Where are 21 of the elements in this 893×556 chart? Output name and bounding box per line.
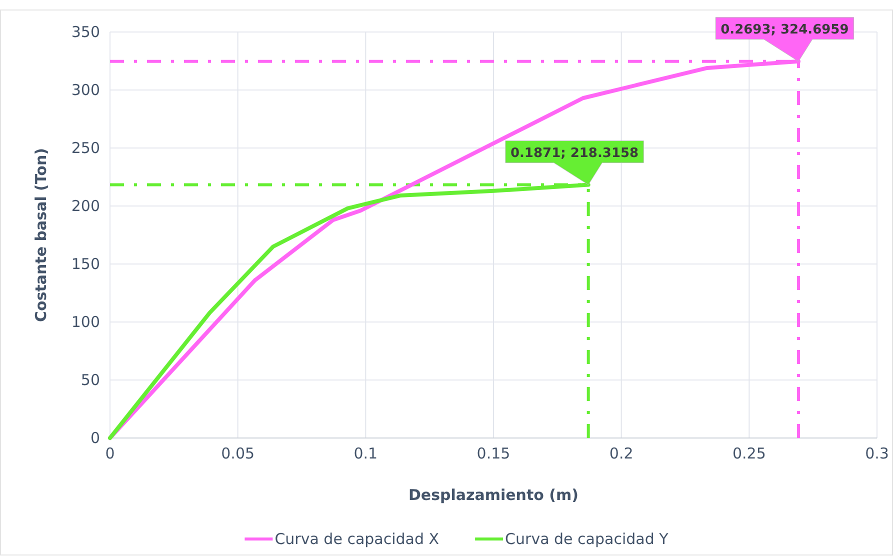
annotation: 0.2693; 324.6959	[720, 22, 849, 38]
annotation: 0.1871; 218.3158	[510, 146, 639, 161]
y-tick-label: 50	[80, 370, 100, 389]
x-tick-label: 0.05	[221, 444, 255, 463]
y-tick-label: 0	[90, 428, 100, 447]
y-tick-label: 150	[71, 254, 100, 273]
y-tick-label: 350	[71, 22, 100, 41]
y-tick-label: 200	[71, 196, 100, 215]
x-tick-label: 0.3	[865, 444, 889, 463]
y-tick-label: 100	[71, 312, 100, 331]
x-axis-title: Desplazamiento (m)	[408, 486, 579, 504]
y-axis-title: Costante basal (Ton)	[32, 148, 50, 322]
x-tick-label: 0	[105, 444, 115, 463]
x-tick-label: 0.2	[609, 444, 634, 463]
y-tick-label: 300	[71, 80, 100, 99]
y-tick-label: 250	[71, 138, 100, 157]
legend-label: Curva de capacidad X	[274, 530, 440, 548]
legend-label: Curva de capacidad Y	[505, 530, 670, 548]
x-tick-label: 0.1	[354, 444, 378, 463]
x-tick-label: 0.15	[476, 444, 510, 463]
x-tick-label: 0.25	[732, 444, 766, 463]
